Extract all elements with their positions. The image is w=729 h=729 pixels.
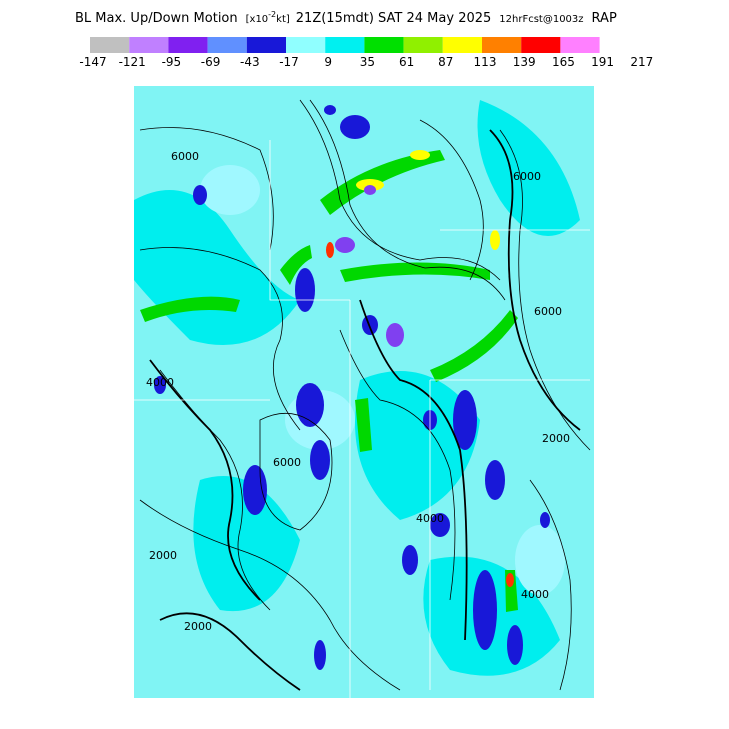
colorbar-label: -43 xyxy=(240,55,260,69)
colorbar-label: 191 xyxy=(591,55,614,69)
red-areas xyxy=(326,242,514,587)
colorbar-label: 9 xyxy=(324,55,332,69)
colorbar-label: 165 xyxy=(552,55,575,69)
contours xyxy=(139,99,591,691)
contour-label: 6000 xyxy=(273,456,301,469)
contour-label: 6000 xyxy=(171,150,199,163)
colorbar-swatch xyxy=(129,37,169,53)
colorbar-label: 87 xyxy=(438,55,453,69)
valid-time: 21Z(15mdt) SAT 24 May 2025 xyxy=(296,11,492,26)
model: RAP xyxy=(592,11,617,26)
colorbar-swatch xyxy=(286,37,326,53)
blue-areas xyxy=(154,105,550,670)
colorbar-swatch xyxy=(364,37,404,53)
units: [x10 xyxy=(246,14,269,25)
colorbar-label: 35 xyxy=(360,55,375,69)
colorbar-swatch xyxy=(403,37,443,53)
colorbar-label: -147 xyxy=(79,55,106,69)
colorbar-swatch xyxy=(560,37,600,53)
colorbar-label: -69 xyxy=(201,55,221,69)
colorbar-label: -121 xyxy=(119,55,146,69)
colorbar-swatch xyxy=(442,37,482,53)
colorbar-label: 217 xyxy=(630,55,653,69)
contour-label: 2000 xyxy=(542,432,570,445)
colorbar-swatch xyxy=(246,37,286,53)
contour-label: 2000 xyxy=(184,620,212,633)
title-text: BL Max. Up/Down Motion xyxy=(75,11,238,26)
colorbar-swatch xyxy=(90,37,130,53)
contour-label: 4000 xyxy=(416,512,444,525)
map: 6000 6000 6000 4000 4000 2000 2000 6000 4000 2000 xyxy=(134,86,594,700)
colorbar-swatch xyxy=(482,37,522,53)
contour-label: 4000 xyxy=(521,588,549,601)
colorbar-label: 113 xyxy=(474,55,497,69)
units-exponent: -2 xyxy=(268,10,276,19)
state-borders xyxy=(134,140,590,700)
colorbar-label: -17 xyxy=(279,55,299,69)
contour-label: 6000 xyxy=(513,170,541,183)
colorbar-label: 139 xyxy=(513,55,536,69)
colorbar-label: -95 xyxy=(162,55,182,69)
forecast: 12hrFcst@1003z xyxy=(499,14,583,25)
contour-label: 6000 xyxy=(534,305,562,318)
title: BL Max. Up/Down Motion [x10-2kt] 21Z(15mdt… xyxy=(75,10,617,26)
colorbar-swatch xyxy=(521,37,561,53)
units: kt] xyxy=(276,14,290,25)
contour-label: 4000 xyxy=(146,376,174,389)
colorbar-swatch xyxy=(325,37,365,53)
colorbar-swatch xyxy=(168,37,208,53)
colorbar-label: 61 xyxy=(399,55,414,69)
colorbar: -147 -121 -95 -69 -43 -17 9 35 61 87 113 139 165 191 2… xyxy=(79,37,653,69)
purple-areas xyxy=(335,185,404,347)
colorbar-swatch xyxy=(207,37,247,53)
contour-labels: 6000 6000 6000 4000 4000 2000 2000 6000 4000 2000 xyxy=(146,150,570,633)
contour-label: 2000 xyxy=(149,549,177,562)
